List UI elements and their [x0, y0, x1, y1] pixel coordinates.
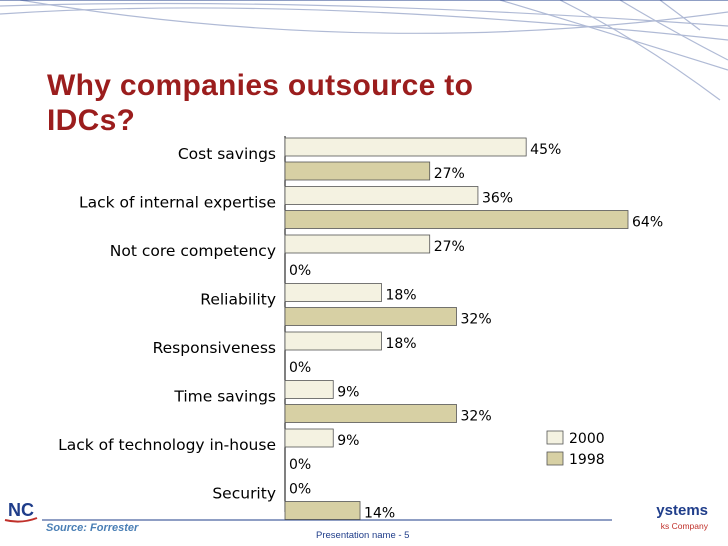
- bar-2000: [284, 428, 334, 448]
- value-label-2000: 45%: [530, 142, 561, 158]
- value-label-2000: 27%: [434, 239, 465, 255]
- value-label-2000: 9%: [337, 433, 359, 449]
- value-label-1998: 0%: [289, 360, 311, 376]
- value-label-1998: 14%: [364, 506, 395, 522]
- category-label: Lack of technology in-house: [58, 436, 276, 454]
- bar-2000: [284, 283, 382, 302]
- value-label-2000: 18%: [385, 336, 416, 352]
- value-label-2000: 36%: [482, 191, 513, 207]
- source-note: Source: Forrester: [46, 522, 139, 534]
- company-logo-left-text: NC: [8, 500, 34, 520]
- bar-1998: [284, 161, 431, 181]
- category-label: Cost savings: [178, 145, 276, 163]
- bar-2000: [284, 331, 382, 351]
- legend-swatch-1998: [546, 451, 564, 466]
- slide-title: Why companies outsource to IDCs?: [47, 69, 474, 137]
- legend-swatch-2000: [546, 430, 564, 445]
- category-label: Reliability: [200, 291, 276, 309]
- value-label-1998: 0%: [289, 457, 311, 473]
- value-label-2000: 18%: [385, 288, 416, 304]
- category-label: Security: [212, 485, 276, 503]
- company-logo-left: NC: [4, 500, 38, 523]
- bar-1998: [284, 210, 629, 229]
- company-logo-right: ystems ks Company: [612, 500, 728, 536]
- company-logo-right-tagline: ks Company: [660, 521, 708, 531]
- bar-1998: [284, 404, 457, 423]
- legend-label-2000: 2000: [569, 431, 605, 447]
- value-label-1998: 0%: [289, 263, 311, 279]
- value-label-1998: 32%: [461, 409, 492, 425]
- legend-label-1998: 1998: [569, 452, 605, 468]
- value-label-2000: 0%: [289, 482, 311, 498]
- bar-2000: [284, 380, 334, 399]
- presentation-footer: Presentation name - 5: [316, 530, 410, 541]
- value-label-1998: 64%: [632, 215, 663, 231]
- bar-1998: [284, 307, 457, 326]
- bar-2000: [284, 234, 431, 254]
- company-logo-right-word: ystems: [656, 502, 708, 519]
- bar-1998: [284, 501, 361, 520]
- value-label-1998: 32%: [461, 312, 492, 328]
- value-label-1998: 27%: [434, 166, 465, 182]
- category-label: Responsiveness: [153, 339, 276, 357]
- category-label: Not core competency: [110, 242, 276, 260]
- bar-2000: [284, 186, 479, 205]
- category-label: Time savings: [173, 388, 276, 406]
- bar-2000: [284, 137, 527, 157]
- value-label-2000: 9%: [337, 385, 359, 401]
- category-label: Lack of internal expertise: [79, 194, 276, 212]
